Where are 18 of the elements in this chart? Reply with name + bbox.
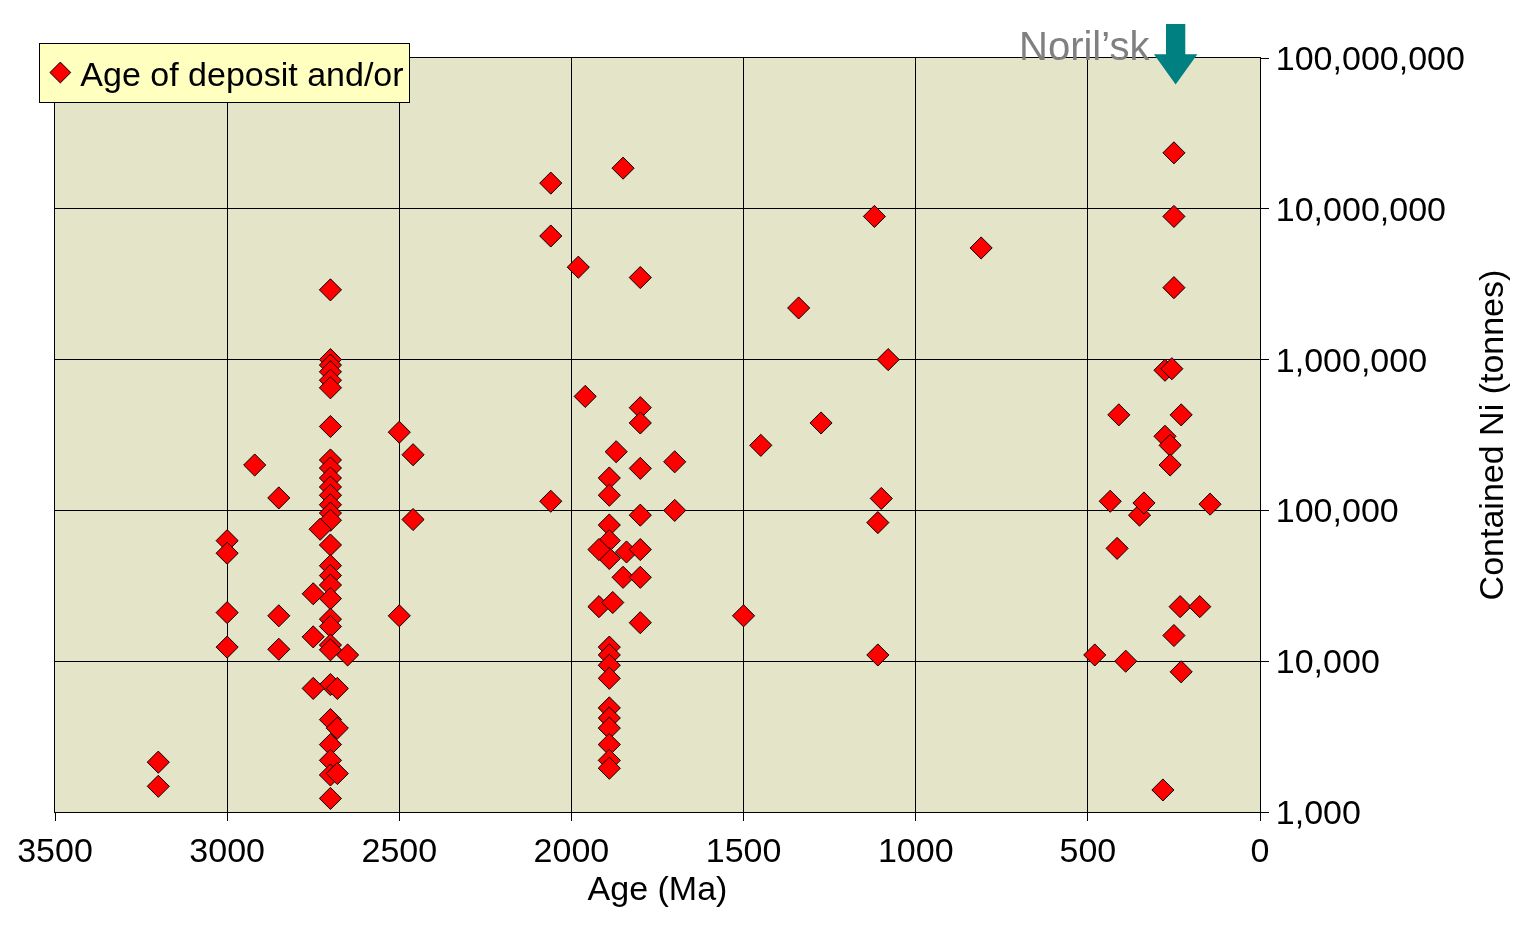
legend-label: Age of deposit and/or [80,54,404,93]
y-tick-label: 1,000,000 [1275,340,1428,379]
x-tick-label: 2000 [533,830,610,869]
x-axis-title: Age (Ma) [587,868,728,907]
y-tick-label: 1,000 [1275,792,1361,831]
x-tick-label: 500 [1059,830,1117,869]
y-tick-label: 10,000,000 [1275,189,1446,228]
x-tick-label: 1500 [705,830,782,869]
y-axis-title: Contained Ni (tonnes) [1472,269,1511,601]
x-tick-label: 0 [1250,830,1270,869]
y-tick-label: 10,000 [1275,642,1380,681]
x-tick-label: 3000 [189,830,265,869]
x-tick-label: 3500 [17,830,93,869]
y-tick-label: 100,000 [1275,491,1399,530]
x-tick-label: 2500 [361,830,438,869]
x-tick-label: 1000 [877,830,954,869]
y-tick-label: 100,000,000 [1275,38,1465,77]
annotation: Noril’sk [1019,24,1151,68]
